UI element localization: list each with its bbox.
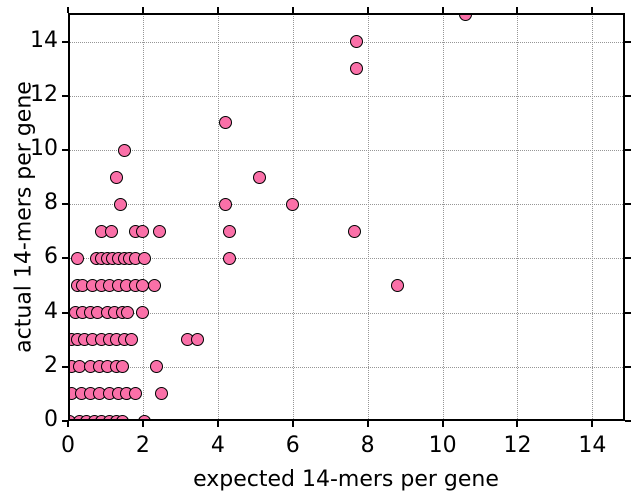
- data-point: [153, 224, 167, 238]
- data-point: [348, 224, 362, 238]
- data-point: [115, 360, 129, 374]
- tick-mark: [67, 421, 69, 427]
- data-point: [110, 170, 124, 184]
- tick-mark: [441, 7, 444, 13]
- data-point: [125, 333, 139, 347]
- gridline: [68, 95, 625, 97]
- data-point: [222, 251, 236, 265]
- tick-mark: [625, 40, 631, 43]
- data-point: [121, 306, 135, 320]
- tick-mark: [291, 421, 294, 427]
- tick-mark: [366, 421, 369, 427]
- y-tick-label: 4: [44, 298, 58, 324]
- tick-mark: [291, 7, 294, 13]
- gridline: [367, 13, 369, 421]
- tick-mark: [625, 203, 631, 206]
- tick-mark: [441, 421, 444, 427]
- tick-mark: [591, 421, 594, 427]
- x-tick-label: 8: [360, 433, 375, 458]
- data-point: [349, 35, 363, 49]
- gridline: [142, 13, 144, 421]
- gridline: [68, 204, 625, 206]
- data-point: [286, 197, 300, 211]
- data-point: [128, 387, 142, 401]
- tick-mark: [141, 7, 144, 13]
- tick-mark: [366, 7, 369, 13]
- data-point: [458, 13, 472, 22]
- tick-mark: [625, 149, 631, 152]
- tick-mark: [625, 94, 631, 97]
- tick-mark: [625, 365, 631, 368]
- data-point: [218, 116, 232, 130]
- tick-mark: [62, 203, 68, 206]
- tick-mark: [516, 7, 519, 13]
- tick-mark: [625, 311, 631, 314]
- x-tick-label: 10: [428, 433, 457, 458]
- tick-mark: [62, 311, 68, 314]
- y-tick-label: 10: [30, 136, 58, 162]
- y-tick-label: 8: [44, 190, 58, 216]
- data-point: [222, 224, 236, 238]
- data-point: [136, 306, 150, 320]
- tick-mark: [67, 7, 69, 13]
- data-point: [149, 360, 163, 374]
- gridline: [68, 366, 625, 368]
- y-tick-label: 14: [30, 27, 58, 53]
- gridline: [68, 41, 625, 43]
- y-tick-label: 2: [44, 352, 58, 378]
- tick-mark: [62, 257, 68, 260]
- gridline: [517, 13, 519, 421]
- gridline: [68, 150, 625, 152]
- x-tick-label: 4: [210, 433, 225, 458]
- data-point: [218, 197, 232, 211]
- x-tick-label: 6: [285, 433, 300, 458]
- tick-mark: [625, 420, 631, 422]
- tick-mark: [62, 149, 68, 152]
- x-tick-label: 14: [578, 433, 607, 458]
- data-point: [113, 197, 127, 211]
- gridline: [442, 13, 444, 421]
- tick-mark: [62, 94, 68, 97]
- data-point: [391, 279, 405, 293]
- gridline: [68, 258, 625, 260]
- y-tick-label: 6: [44, 244, 58, 270]
- x-tick-label: 12: [503, 433, 532, 458]
- data-point: [117, 143, 131, 157]
- tick-mark: [62, 420, 68, 422]
- gridline: [68, 312, 625, 314]
- data-point: [138, 414, 152, 421]
- gridline: [592, 13, 594, 421]
- y-tick-label: 0: [44, 407, 58, 432]
- data-point: [190, 333, 204, 347]
- data-point: [70, 251, 84, 265]
- y-tick-label: 12: [30, 81, 58, 107]
- tick-mark: [62, 40, 68, 43]
- tick-mark: [216, 7, 219, 13]
- plot-area: [68, 13, 625, 421]
- tick-mark: [591, 7, 594, 13]
- gridline: [217, 13, 219, 421]
- data-point: [155, 387, 169, 401]
- data-point: [136, 224, 150, 238]
- data-point: [138, 251, 152, 265]
- x-tick-label: 2: [135, 433, 150, 458]
- data-point: [349, 62, 363, 76]
- tick-mark: [216, 421, 219, 427]
- tick-mark: [62, 365, 68, 368]
- data-point: [252, 170, 266, 184]
- data-point: [104, 224, 118, 238]
- x-tick-label: 0: [61, 433, 75, 458]
- data-point: [115, 414, 129, 421]
- x-axis-label: expected 14-mers per gene: [193, 467, 499, 492]
- gridline: [292, 13, 294, 421]
- tick-mark: [625, 257, 631, 260]
- tick-mark: [516, 421, 519, 427]
- tick-mark: [141, 421, 144, 427]
- data-point: [147, 279, 161, 293]
